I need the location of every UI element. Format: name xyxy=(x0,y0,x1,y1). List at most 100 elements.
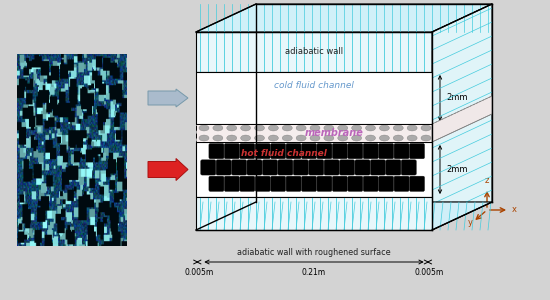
Polygon shape xyxy=(196,4,492,32)
FancyBboxPatch shape xyxy=(262,160,277,175)
Text: y: y xyxy=(468,218,472,227)
FancyBboxPatch shape xyxy=(410,143,425,159)
Ellipse shape xyxy=(407,135,417,141)
Ellipse shape xyxy=(393,135,403,141)
Ellipse shape xyxy=(338,125,348,131)
FancyBboxPatch shape xyxy=(232,160,246,175)
Ellipse shape xyxy=(199,135,209,141)
FancyBboxPatch shape xyxy=(410,176,425,191)
FancyBboxPatch shape xyxy=(363,143,378,159)
FancyBboxPatch shape xyxy=(293,160,309,175)
Ellipse shape xyxy=(351,125,362,131)
Ellipse shape xyxy=(421,135,431,141)
Ellipse shape xyxy=(282,135,292,141)
FancyBboxPatch shape xyxy=(224,176,239,191)
Ellipse shape xyxy=(241,135,251,141)
Polygon shape xyxy=(196,32,432,72)
Text: 2mm: 2mm xyxy=(446,94,467,103)
Ellipse shape xyxy=(366,125,376,131)
FancyBboxPatch shape xyxy=(301,176,316,191)
Ellipse shape xyxy=(310,125,320,131)
Text: membrane: membrane xyxy=(305,128,364,138)
Text: x: x xyxy=(512,206,517,214)
Ellipse shape xyxy=(351,135,362,141)
Ellipse shape xyxy=(213,125,223,131)
FancyBboxPatch shape xyxy=(309,160,324,175)
Text: 0.005m: 0.005m xyxy=(184,268,213,277)
Ellipse shape xyxy=(296,125,306,131)
FancyBboxPatch shape xyxy=(255,143,270,159)
FancyArrow shape xyxy=(148,158,188,181)
Text: adiabatic wall with roughened surface: adiabatic wall with roughened surface xyxy=(237,248,391,257)
Ellipse shape xyxy=(421,125,431,131)
Ellipse shape xyxy=(366,135,376,141)
FancyBboxPatch shape xyxy=(201,160,216,175)
FancyBboxPatch shape xyxy=(240,143,255,159)
FancyBboxPatch shape xyxy=(348,143,363,159)
FancyBboxPatch shape xyxy=(394,176,409,191)
Text: 0.21m: 0.21m xyxy=(302,268,326,277)
Ellipse shape xyxy=(213,135,223,141)
FancyBboxPatch shape xyxy=(317,176,332,191)
Ellipse shape xyxy=(379,125,389,131)
Polygon shape xyxy=(196,197,432,230)
Ellipse shape xyxy=(324,125,334,131)
FancyBboxPatch shape xyxy=(301,143,316,159)
FancyBboxPatch shape xyxy=(339,160,355,175)
FancyBboxPatch shape xyxy=(209,143,224,159)
Ellipse shape xyxy=(310,135,320,141)
Ellipse shape xyxy=(324,135,334,141)
Text: hot fluid channel: hot fluid channel xyxy=(241,149,327,158)
FancyBboxPatch shape xyxy=(386,160,401,175)
Ellipse shape xyxy=(241,125,251,131)
FancyBboxPatch shape xyxy=(378,143,394,159)
FancyBboxPatch shape xyxy=(255,176,270,191)
FancyBboxPatch shape xyxy=(332,176,348,191)
Text: z: z xyxy=(485,176,489,185)
FancyBboxPatch shape xyxy=(271,176,285,191)
FancyBboxPatch shape xyxy=(402,160,416,175)
FancyBboxPatch shape xyxy=(370,160,386,175)
FancyBboxPatch shape xyxy=(317,143,332,159)
Polygon shape xyxy=(196,124,432,142)
Ellipse shape xyxy=(199,125,209,131)
FancyBboxPatch shape xyxy=(286,143,301,159)
FancyBboxPatch shape xyxy=(355,160,370,175)
FancyBboxPatch shape xyxy=(209,176,224,191)
FancyBboxPatch shape xyxy=(278,160,293,175)
Ellipse shape xyxy=(282,125,292,131)
FancyBboxPatch shape xyxy=(216,160,231,175)
FancyBboxPatch shape xyxy=(224,143,239,159)
FancyBboxPatch shape xyxy=(378,176,394,191)
FancyBboxPatch shape xyxy=(271,143,285,159)
FancyArrow shape xyxy=(148,89,188,107)
Ellipse shape xyxy=(255,135,265,141)
Ellipse shape xyxy=(268,135,278,141)
FancyBboxPatch shape xyxy=(394,143,409,159)
FancyBboxPatch shape xyxy=(286,176,301,191)
Ellipse shape xyxy=(227,135,236,141)
Ellipse shape xyxy=(255,125,265,131)
Text: adiabatic wall: adiabatic wall xyxy=(285,47,343,56)
FancyBboxPatch shape xyxy=(324,160,339,175)
Ellipse shape xyxy=(227,125,236,131)
Polygon shape xyxy=(196,72,432,124)
FancyBboxPatch shape xyxy=(247,160,262,175)
Ellipse shape xyxy=(407,125,417,131)
Ellipse shape xyxy=(379,135,389,141)
Text: 2mm: 2mm xyxy=(446,165,467,174)
FancyBboxPatch shape xyxy=(240,176,255,191)
FancyBboxPatch shape xyxy=(332,143,348,159)
Polygon shape xyxy=(196,142,432,197)
FancyBboxPatch shape xyxy=(348,176,363,191)
Polygon shape xyxy=(432,96,492,142)
Ellipse shape xyxy=(338,135,348,141)
Polygon shape xyxy=(196,202,492,230)
Polygon shape xyxy=(432,4,492,230)
FancyBboxPatch shape xyxy=(363,176,378,191)
Ellipse shape xyxy=(268,125,278,131)
Ellipse shape xyxy=(393,125,403,131)
Text: cold fluid channel: cold fluid channel xyxy=(274,82,354,91)
Text: 0.005m: 0.005m xyxy=(415,268,444,277)
Ellipse shape xyxy=(296,135,306,141)
